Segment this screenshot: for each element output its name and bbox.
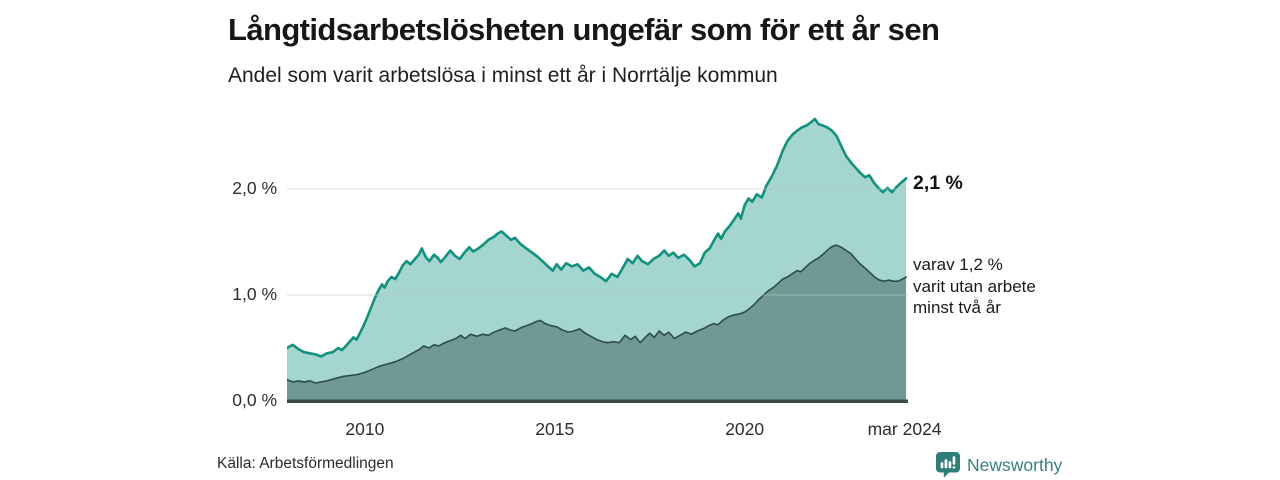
x-axis-label-2015: 2015	[535, 419, 575, 439]
x-axis-baseline	[287, 399, 908, 403]
two-year-subset-note: varav 1,2 % varit utan arbete minst två …	[913, 255, 1036, 317]
newsworthy-logo: Newsworthy	[936, 452, 1062, 478]
x-axis-label-2020: 2020	[725, 419, 765, 439]
x-axis-label-mar-2024: mar 2024	[867, 419, 942, 439]
series-line-0	[287, 117, 908, 358]
series-area-1	[287, 245, 907, 401]
page-subtitle: Andel som varit arbetslösa i minst ett å…	[228, 64, 778, 87]
page-title: Långtidsarbetslösheten ungefär som för e…	[228, 12, 940, 47]
y-axis-label-0-0: 0,0 %	[232, 390, 277, 410]
y-axis-label-1-0: 1,0 %	[232, 284, 277, 304]
newsworthy-bubble-chart-icon	[936, 452, 960, 478]
latest-total-value-label: 2,1 %	[913, 172, 963, 194]
series-area-0	[287, 119, 907, 401]
series-line-1	[287, 244, 907, 384]
y-axis-label-2-0: 2,0 %	[232, 178, 277, 198]
newsworthy-wordmark: Newsworthy	[967, 454, 1063, 475]
area-chart-plot	[287, 117, 908, 403]
x-axis-label-2010: 2010	[345, 419, 385, 439]
source-caption: Källa: Arbetsförmedlingen	[217, 455, 394, 472]
